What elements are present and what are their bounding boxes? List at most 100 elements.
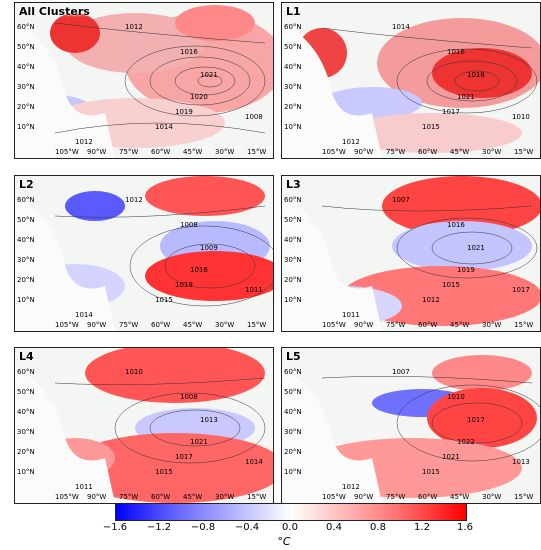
isobar-label: 1012 <box>342 483 360 491</box>
map-canvas <box>15 176 273 331</box>
longitude-label: 60°W <box>418 493 438 501</box>
isobar-label: 1013 <box>512 458 530 466</box>
isobar-label: 1010 <box>125 368 143 376</box>
latitude-label: 20°N <box>17 448 35 456</box>
colorbar-tick-label: −1.6 <box>102 522 128 533</box>
longitude-label: 90°W <box>354 148 374 156</box>
colorbar <box>115 503 467 521</box>
colorbar-tick-label: 1.2 <box>414 522 430 533</box>
isobar-label: 1009 <box>200 244 218 252</box>
isobar-label: 1012 <box>422 296 440 304</box>
colorbar-tick-label: 0.4 <box>326 522 342 533</box>
longitude-label: 75°W <box>119 148 139 156</box>
isobar-label: 1017 <box>512 286 530 294</box>
isobar-label: 1013 <box>200 416 218 424</box>
latitude-label: 10°N <box>284 296 302 304</box>
panel-label: L3 <box>286 178 301 191</box>
panel-label: All Clusters <box>19 5 90 18</box>
longitude-label: 45°W <box>450 321 470 329</box>
latitude-label: 10°N <box>284 468 302 476</box>
longitude-label: 105°W <box>55 493 79 501</box>
map-panel-all-clusters: All Clusters 60°N 50°N 40°N 30°N 20°N 10°N 105… <box>14 2 274 159</box>
latitude-label: 50°N <box>284 43 302 51</box>
colorbar-tick-label: −0.4 <box>234 522 260 533</box>
longitude-label: 30°W <box>482 493 502 501</box>
isobar-label: 1015 <box>442 281 460 289</box>
latitude-label: 40°N <box>284 408 302 416</box>
map-panel-l4: L4 60°N 50°N 40°N 30°N 20°N 10°N 105°W 90°W 75°W… <box>14 347 274 504</box>
latitude-label: 20°N <box>284 448 302 456</box>
latitude-label: 10°N <box>17 123 35 131</box>
isobar-label: 1011 <box>245 286 263 294</box>
isobar-label: 1022 <box>457 438 475 446</box>
latitude-label: 10°N <box>17 296 35 304</box>
longitude-label: 105°W <box>322 493 346 501</box>
isobar-label: 1016 <box>180 48 198 56</box>
isobar-label: 1021 <box>200 71 218 79</box>
isobar-label: 1015 <box>422 468 440 476</box>
latitude-label: 60°N <box>17 196 35 204</box>
latitude-label: 20°N <box>284 276 302 284</box>
isobar-label: 1019 <box>457 266 475 274</box>
map-canvas <box>15 348 273 503</box>
map-panel-l1: L1 60°N 50°N 40°N 30°N 20°N 10°N 105°W 90°W 75°W… <box>281 2 541 159</box>
longitude-label: 60°W <box>418 321 438 329</box>
isobar-label: 1007 <box>392 196 410 204</box>
isobar-label: 1014 <box>245 458 263 466</box>
latitude-label: 30°N <box>284 83 302 91</box>
isobar-label: 1017 <box>467 416 485 424</box>
latitude-label: 60°N <box>284 368 302 376</box>
latitude-label: 40°N <box>284 236 302 244</box>
longitude-label: 105°W <box>55 321 79 329</box>
longitude-label: 75°W <box>386 493 406 501</box>
isobar-label: 1008 <box>180 221 198 229</box>
longitude-label: 45°W <box>450 493 470 501</box>
latitude-label: 40°N <box>17 236 35 244</box>
longitude-label: 15°W <box>247 493 267 501</box>
latitude-label: 10°N <box>17 468 35 476</box>
latitude-label: 50°N <box>17 388 35 396</box>
longitude-label: 75°W <box>386 321 406 329</box>
latitude-label: 40°N <box>17 408 35 416</box>
longitude-label: 15°W <box>247 148 267 156</box>
latitude-label: 30°N <box>17 428 35 436</box>
isobar-label: 1008 <box>180 393 198 401</box>
isobar-label: 1012 <box>125 23 143 31</box>
longitude-label: 90°W <box>354 321 374 329</box>
longitude-label: 75°W <box>119 493 139 501</box>
latitude-label: 60°N <box>284 23 302 31</box>
map-canvas <box>15 5 273 158</box>
longitude-label: 60°W <box>151 148 171 156</box>
colorbar-unit: °C <box>277 535 291 548</box>
latitude-label: 60°N <box>17 368 35 376</box>
longitude-label: 90°W <box>87 493 107 501</box>
longitude-label: 30°W <box>215 321 235 329</box>
longitude-label: 90°W <box>87 321 107 329</box>
colorbar-tick-label: 0.0 <box>282 522 298 533</box>
isobar-label: 1015 <box>422 123 440 131</box>
isobar-label: 1018 <box>467 71 485 79</box>
isobar-label: 1017 <box>442 108 460 116</box>
isobar-label: 1020 <box>190 93 208 101</box>
longitude-label: 105°W <box>322 148 346 156</box>
longitude-label: 30°W <box>215 493 235 501</box>
isobar-label: 1019 <box>175 281 193 289</box>
longitude-label: 90°W <box>87 148 107 156</box>
isobar-label: 1012 <box>75 138 93 146</box>
longitude-label: 15°W <box>514 148 534 156</box>
longitude-label: 45°W <box>183 493 203 501</box>
isobar-label: 1021 <box>442 453 460 461</box>
longitude-label: 15°W <box>514 321 534 329</box>
map-panel-l3: L3 60°N 50°N 40°N 30°N 20°N 10°N 105°W 90°W 75°W… <box>281 175 541 332</box>
isobar-label: 1014 <box>75 311 93 319</box>
longitude-label: 15°W <box>514 493 534 501</box>
isobar-label: 1016 <box>190 266 208 274</box>
latitude-label: 50°N <box>17 216 35 224</box>
latitude-label: 30°N <box>284 256 302 264</box>
latitude-label: 50°N <box>17 43 35 51</box>
isobar-label: 1015 <box>155 468 173 476</box>
longitude-label: 75°W <box>119 321 139 329</box>
isobar-label: 1017 <box>175 453 193 461</box>
colorbar-tick-label: −1.2 <box>146 522 172 533</box>
isobar-label: 1014 <box>155 123 173 131</box>
